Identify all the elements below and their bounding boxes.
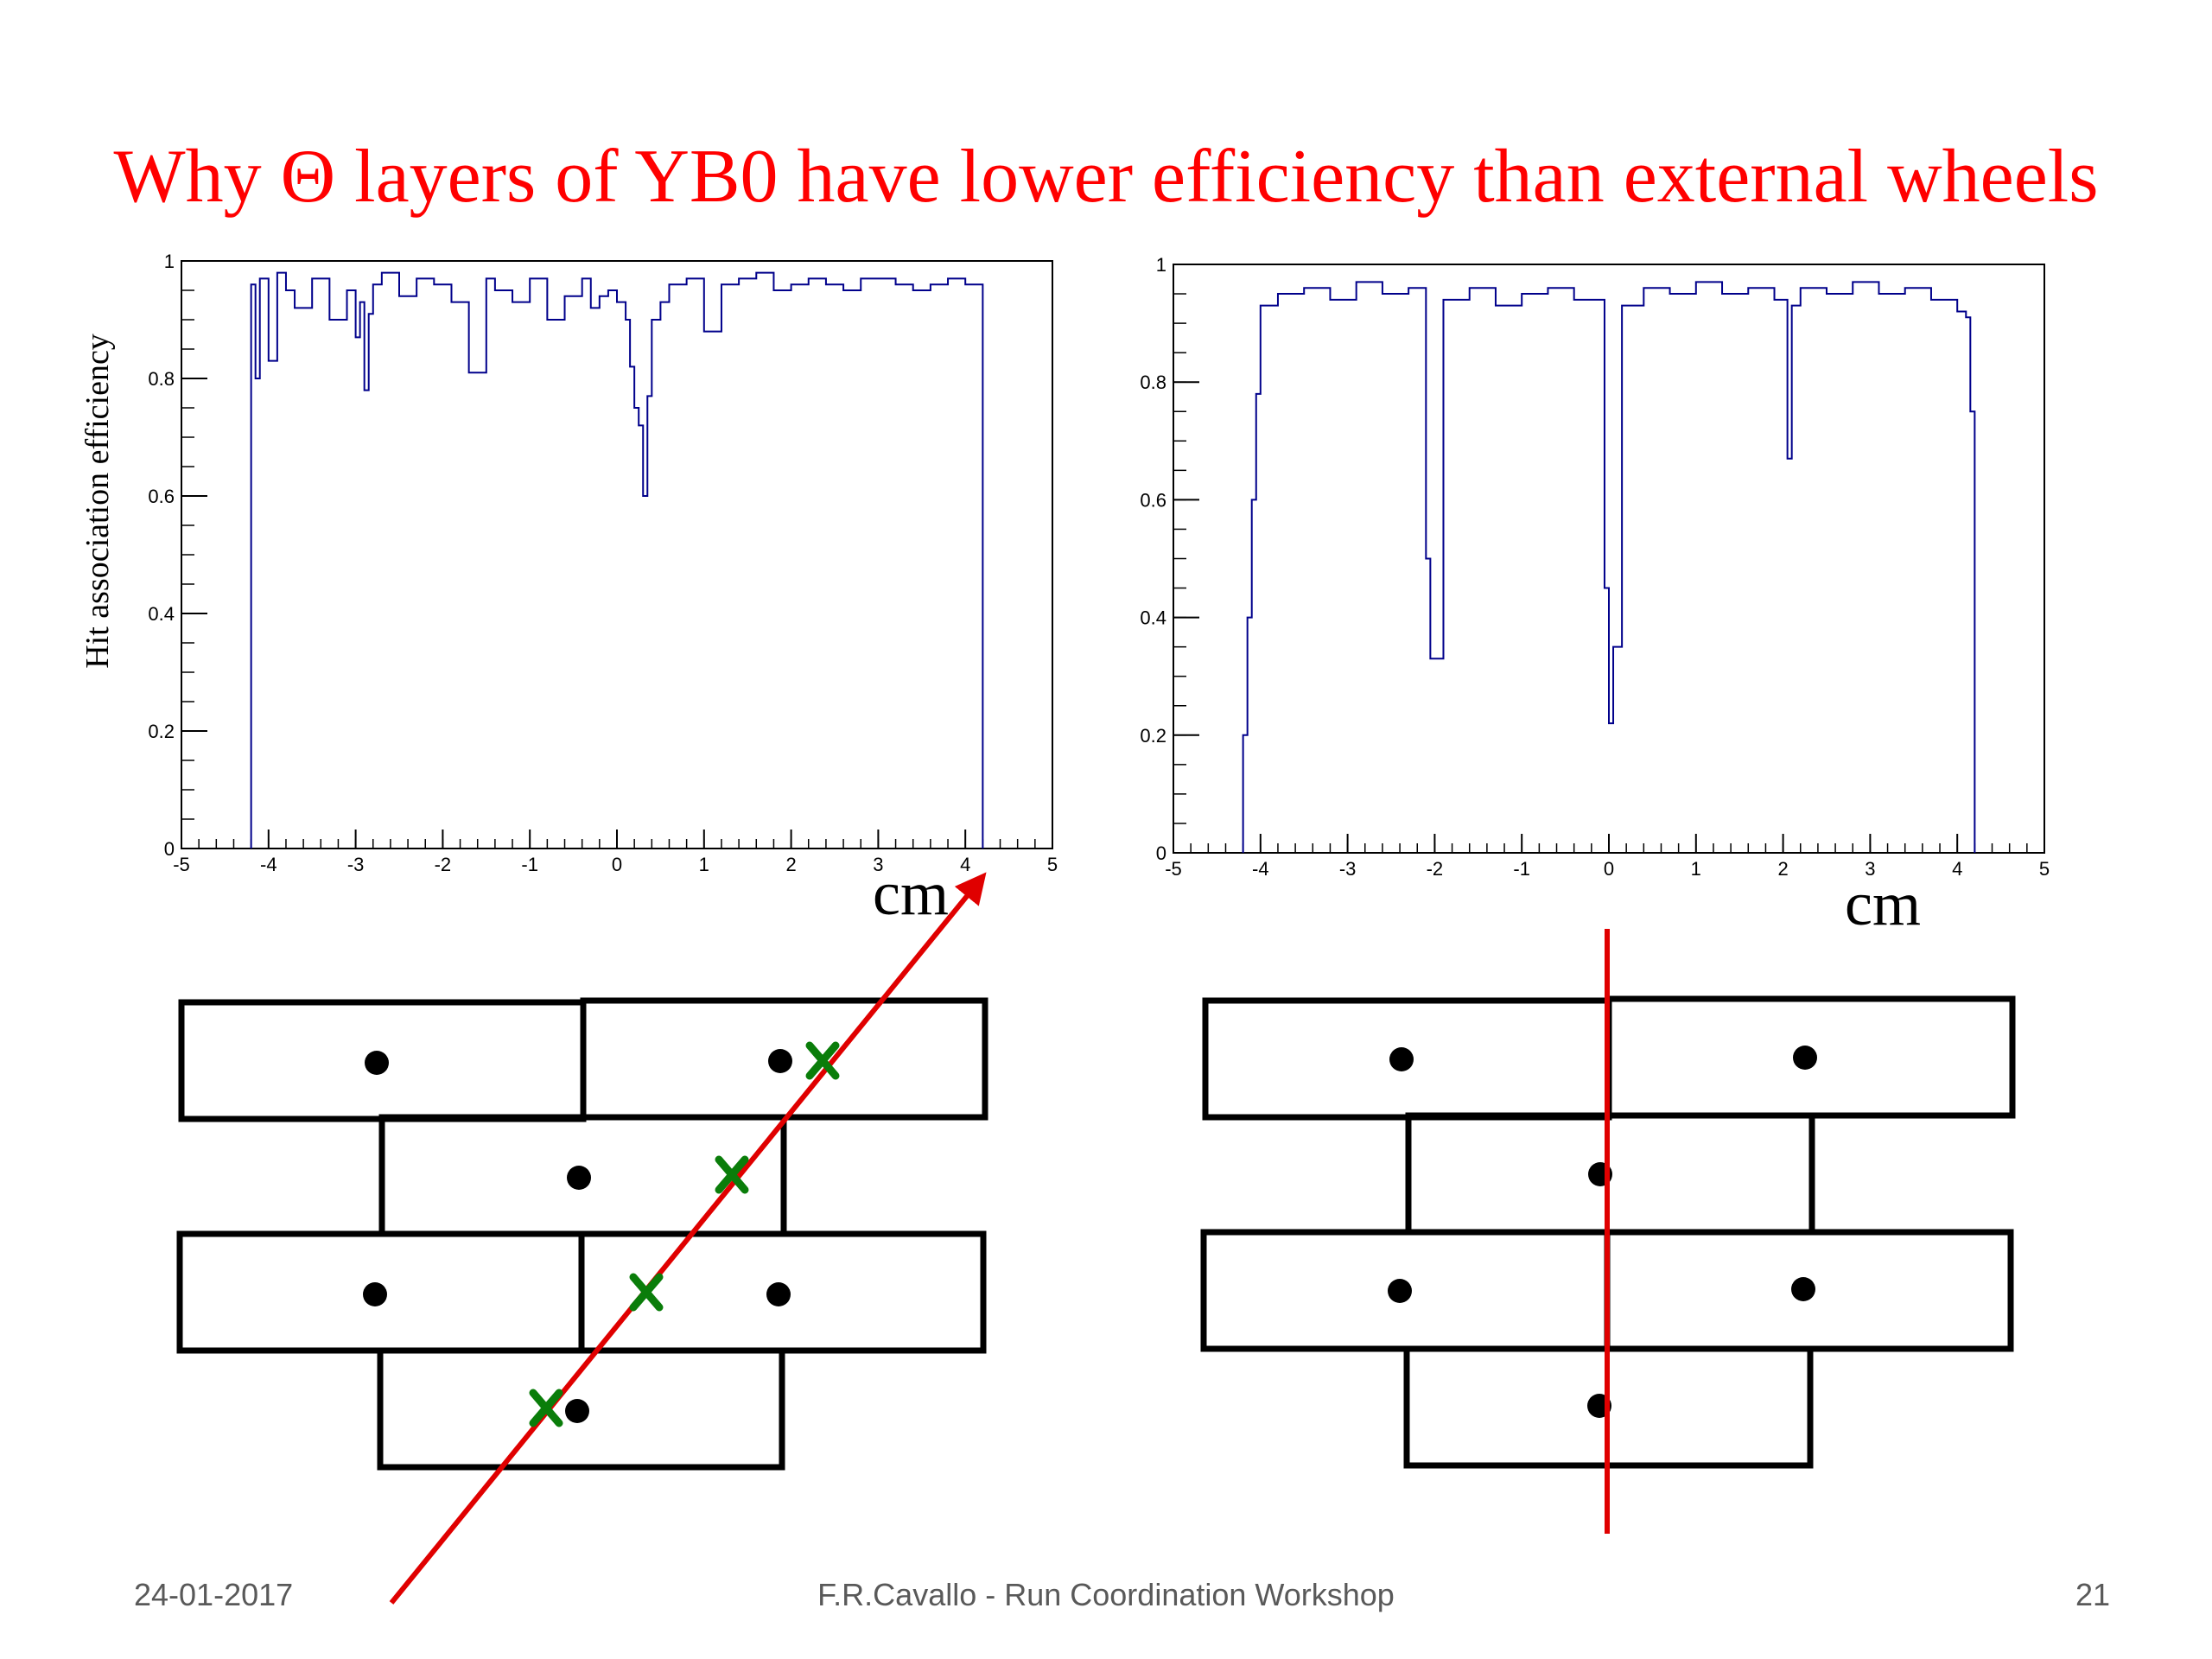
diagram-right-wires — [1388, 1046, 1817, 1418]
x-axis-label: cm — [873, 859, 949, 928]
inclined-track-arrow — [389, 872, 987, 1605]
x-tick-label: 3 — [1865, 858, 1875, 880]
slide-title: Why Θ layers of YB0 have lower efficienc… — [113, 135, 2099, 219]
y-tick-label: 0 — [1156, 842, 1166, 864]
footer-presenter: F.R.Cavallo - Run Coordination Workshop — [817, 1577, 1395, 1612]
anode-wire-dot — [365, 1051, 389, 1075]
x-tick-label: 2 — [1777, 858, 1788, 880]
anode-wire-dot — [766, 1282, 791, 1306]
x-tick-label: 1 — [699, 854, 709, 875]
plot-frame — [1173, 264, 2045, 854]
x-tick-label: -5 — [173, 854, 190, 875]
x-tick-label: 5 — [2039, 858, 2050, 880]
x-tick-label: -2 — [1427, 858, 1444, 880]
x-tick-label: -1 — [521, 854, 538, 875]
y-tick-label: 0.4 — [1140, 607, 1166, 629]
x-tick-label: -3 — [347, 854, 365, 875]
y-tick-label: 0.4 — [148, 603, 175, 625]
anode-wire-dot — [1791, 1277, 1815, 1301]
x-tick-label: 0 — [1604, 858, 1614, 880]
x-tick-label: 5 — [1047, 854, 1058, 875]
anode-wire-dot — [1389, 1047, 1414, 1071]
anode-wire-dot — [363, 1282, 387, 1306]
y-tick-label: 0.6 — [1140, 489, 1166, 511]
anode-wire-dot — [565, 1399, 589, 1423]
y-tick-label: 0.6 — [148, 486, 175, 507]
x-tick-label: 0 — [612, 854, 622, 875]
hit-x-mark — [805, 1041, 840, 1080]
hit-x-mark — [629, 1273, 664, 1312]
plot-frame — [181, 260, 1053, 849]
anode-wire-dot — [567, 1166, 591, 1190]
hit-marks — [529, 1041, 840, 1427]
x-axis-label: cm — [1845, 869, 1921, 938]
anode-wire-dot — [1793, 1046, 1817, 1070]
diagram-left-wires — [363, 1049, 792, 1423]
anode-wire-dot — [768, 1049, 792, 1073]
y-tick-label: 1 — [164, 251, 175, 272]
x-tick-label: -4 — [260, 854, 277, 875]
y-tick-label: 0.2 — [1140, 725, 1166, 747]
hit-x-mark — [529, 1389, 563, 1427]
y-axis-label: Hit association efficiency — [79, 334, 116, 669]
diagram-inclined-track — [176, 997, 988, 1471]
y-tick-label: 0.8 — [1140, 372, 1166, 393]
x-tick-label: -5 — [1165, 858, 1182, 880]
x-tick-label: 1 — [1691, 858, 1701, 880]
efficiency-histogram — [250, 271, 984, 849]
y-tick-label: 0.2 — [148, 721, 175, 742]
y-tick-label: 1 — [1156, 254, 1166, 276]
chart-left: Hit association efficiency cm -5 -4 -3 -2 -1… — [79, 251, 1058, 928]
chart-right: cm -5 -4 -3 -2 -1 0 1 2 3 4 5 0 0.2 0.4 0.6 0.8 1 — [1140, 254, 2050, 938]
y-tick-label: 0.8 — [148, 368, 175, 390]
x-tick-label: 3 — [873, 854, 883, 875]
efficiency-histogram — [1242, 281, 1976, 853]
x-tick-label: 4 — [1952, 858, 1962, 880]
x-tick-label: -1 — [1513, 858, 1530, 880]
footer-page-number: 21 — [2075, 1577, 2110, 1612]
anode-wire-dot — [1388, 1279, 1412, 1303]
hit-x-mark — [715, 1155, 749, 1194]
drift-cell — [377, 1347, 785, 1471]
x-tick-label: 4 — [960, 854, 970, 875]
x-tick-label: -2 — [435, 854, 452, 875]
y-tick-label: 0 — [164, 838, 175, 860]
x-tick-label: 2 — [785, 854, 796, 875]
x-tick-label: -4 — [1252, 858, 1269, 880]
footer-date: 24-01-2017 — [134, 1577, 294, 1612]
x-tick-label: -3 — [1339, 858, 1357, 880]
